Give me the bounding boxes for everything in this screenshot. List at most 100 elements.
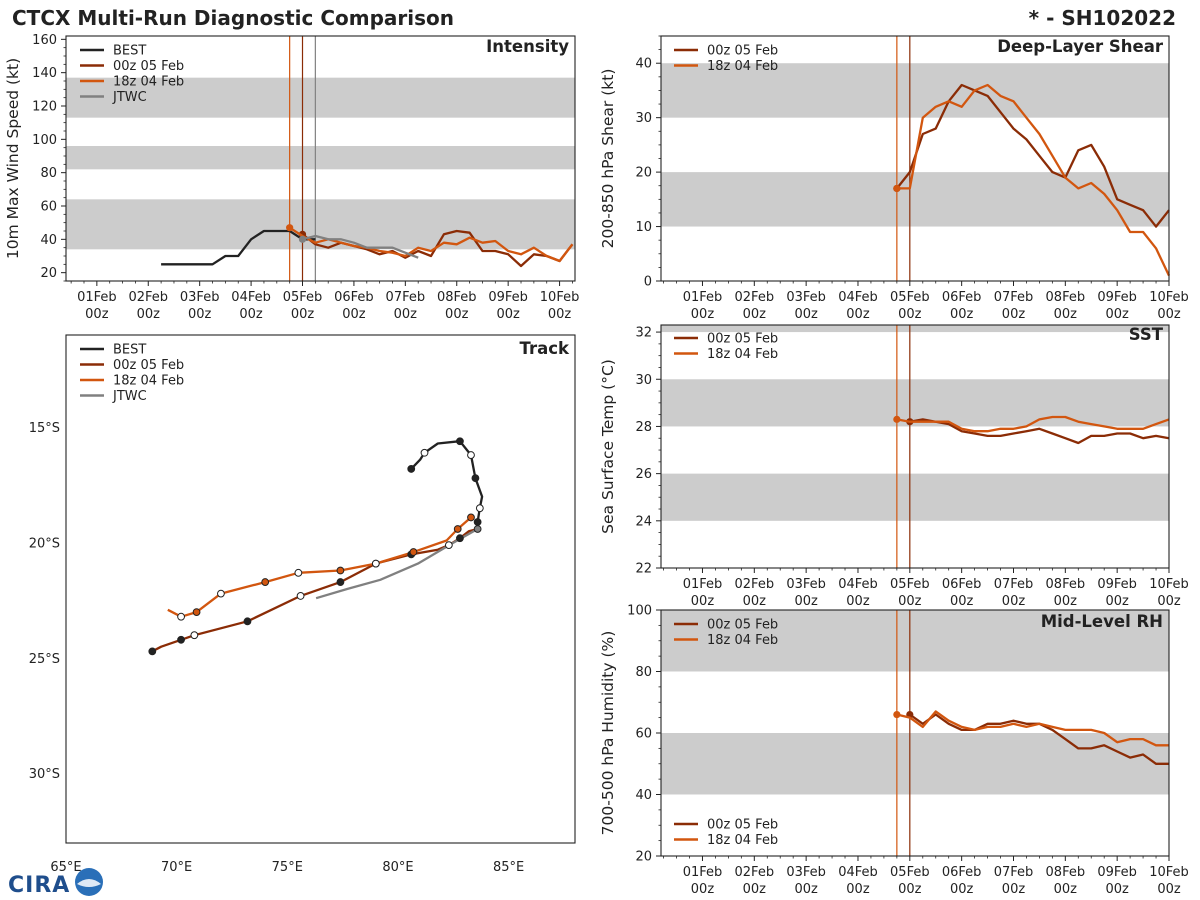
x-tick-hour: 00z xyxy=(1157,307,1181,322)
legend-label-jtwc: JTWC xyxy=(112,90,147,105)
x-tick-day: 08Feb xyxy=(1046,577,1086,592)
x-tick-day: 06Feb xyxy=(942,577,982,592)
x-tick-hour: 00z xyxy=(188,307,212,322)
track-point-open xyxy=(294,568,303,577)
x-tick-hour: 00z xyxy=(445,307,469,322)
cira-logo: CIRA xyxy=(8,868,103,898)
x-tick-day: 02Feb xyxy=(735,577,775,592)
x-tick-day: 10Feb xyxy=(540,290,580,305)
panel-title: SST xyxy=(1129,325,1164,344)
x-tick-hour: 00z xyxy=(137,307,161,322)
legend-label-run18z: 18z 04 Feb xyxy=(707,59,778,74)
x-tick-hour: 00z xyxy=(1002,594,1026,609)
plot-frame xyxy=(65,334,576,844)
y-tick-label: 20 xyxy=(635,166,652,181)
y-tick-label: 28 xyxy=(635,420,652,435)
track-point-filled xyxy=(336,566,345,575)
x-tick-hour: 00z xyxy=(794,594,818,609)
track-point-open xyxy=(444,541,453,550)
x-tick-hour: 00z xyxy=(846,594,870,609)
series-line-run18z xyxy=(289,226,574,263)
track-point-filled xyxy=(473,525,482,533)
track-point-filled xyxy=(407,465,416,473)
y-tick-label: 30 xyxy=(635,111,652,126)
track-point-filled xyxy=(336,578,345,586)
legend-label-run00z: 00z 05 Feb xyxy=(113,358,184,373)
x-tick-hour: 00z xyxy=(846,307,870,322)
series-line-run18z xyxy=(896,415,1170,433)
lat-label: 30°S xyxy=(29,767,60,782)
track-point-open xyxy=(177,612,185,621)
y-tick-label: 40 xyxy=(635,788,652,803)
x-tick-day: 06Feb xyxy=(942,865,982,880)
x-tick-hour: 00z xyxy=(496,307,520,322)
legend-label-run18z: 18z 04 Feb xyxy=(707,347,778,362)
gray-band xyxy=(661,733,1169,795)
series-line-jtwc xyxy=(302,234,419,259)
legend-label-run18z: 18z 04 Feb xyxy=(707,833,778,848)
x-tick-day: 09Feb xyxy=(1097,865,1137,880)
plot-background xyxy=(661,325,1169,568)
x-tick-day: 07Feb xyxy=(386,290,426,305)
track-point-filled xyxy=(456,534,464,543)
x-tick-day: 07Feb xyxy=(994,290,1034,305)
lon-label: 70°E xyxy=(161,860,192,875)
x-tick-day: 07Feb xyxy=(994,865,1034,880)
x-tick-hour: 00z xyxy=(743,594,767,609)
y-tick-label: 160 xyxy=(32,33,57,48)
gray-band xyxy=(661,379,1169,427)
y-tick-label: 20 xyxy=(635,850,652,865)
intensity-panel: 20 40 60 80 100 120 140 160 01Feb 00z 02Feb 00z 03Fe… xyxy=(4,33,579,322)
y-axis-label: Sea Surface Temp (°C) xyxy=(599,359,617,534)
y-axis-label: 700-500 hPa Humidity (%) xyxy=(599,631,617,836)
legend-label-run00z: 00z 05 Feb xyxy=(707,332,778,347)
track-point-filled xyxy=(192,608,201,616)
x-tick-day: 03Feb xyxy=(180,290,220,305)
y-tick-label: 60 xyxy=(635,727,652,742)
x-tick-day: 01Feb xyxy=(683,290,723,305)
rh-panel: 20 40 60 80 100 01Feb 00z 02Feb 00z 03Feb 00z 04Feb… xyxy=(599,604,1189,898)
x-tick-hour: 00z xyxy=(691,307,715,322)
track-point-filled xyxy=(177,635,185,644)
legend-label-best: BEST xyxy=(113,343,146,358)
x-tick-hour: 00z xyxy=(743,307,767,322)
track-point-filled xyxy=(243,617,252,626)
x-tick-hour: 00z xyxy=(291,307,315,322)
x-tick-hour: 00z xyxy=(691,594,715,609)
x-tick-day: 05Feb xyxy=(890,865,930,880)
panel-title: Mid-Level RH xyxy=(1041,612,1163,631)
legend-label-run18z: 18z 04 Feb xyxy=(113,374,184,389)
y-tick-label: 26 xyxy=(635,467,652,482)
plot-frame xyxy=(660,324,1170,569)
x-tick-day: 05Feb xyxy=(890,290,930,305)
x-tick-day: 04Feb xyxy=(231,290,271,305)
x-tick-day: 01Feb xyxy=(683,577,723,592)
series-start-marker-run18z xyxy=(286,224,294,232)
x-tick-hour: 00z xyxy=(1105,594,1129,609)
legend-label-run18z: 18z 04 Feb xyxy=(707,633,778,648)
x-tick-hour: 00z xyxy=(950,594,974,609)
x-tick-day: 10Feb xyxy=(1149,290,1189,305)
plot-frame xyxy=(65,35,576,282)
x-tick-day: 06Feb xyxy=(334,290,374,305)
series-line-run18z xyxy=(896,83,1171,277)
series-line-run18z xyxy=(896,710,1169,747)
x-tick-day: 05Feb xyxy=(890,577,930,592)
x-tick-hour: 00z xyxy=(394,307,418,322)
track-point-filled xyxy=(456,437,464,446)
x-tick-hour: 00z xyxy=(1002,307,1026,322)
y-tick-label: 10 xyxy=(635,220,652,235)
x-tick-hour: 00z xyxy=(1105,882,1129,897)
series-start-marker-run18z xyxy=(893,415,901,423)
y-tick-label: 60 xyxy=(40,200,57,215)
y-tick-label: 20 xyxy=(40,266,57,281)
y-tick-label: 80 xyxy=(635,665,652,680)
y-tick-label: 22 xyxy=(635,562,652,577)
x-tick-day: 08Feb xyxy=(1046,865,1086,880)
y-axis-label: 10m Max Wind Speed (kt) xyxy=(4,58,22,259)
track-point-open xyxy=(296,592,305,600)
x-tick-hour: 00z xyxy=(743,882,767,897)
track-point-open xyxy=(420,448,429,457)
series-line-run00z xyxy=(909,418,1170,445)
